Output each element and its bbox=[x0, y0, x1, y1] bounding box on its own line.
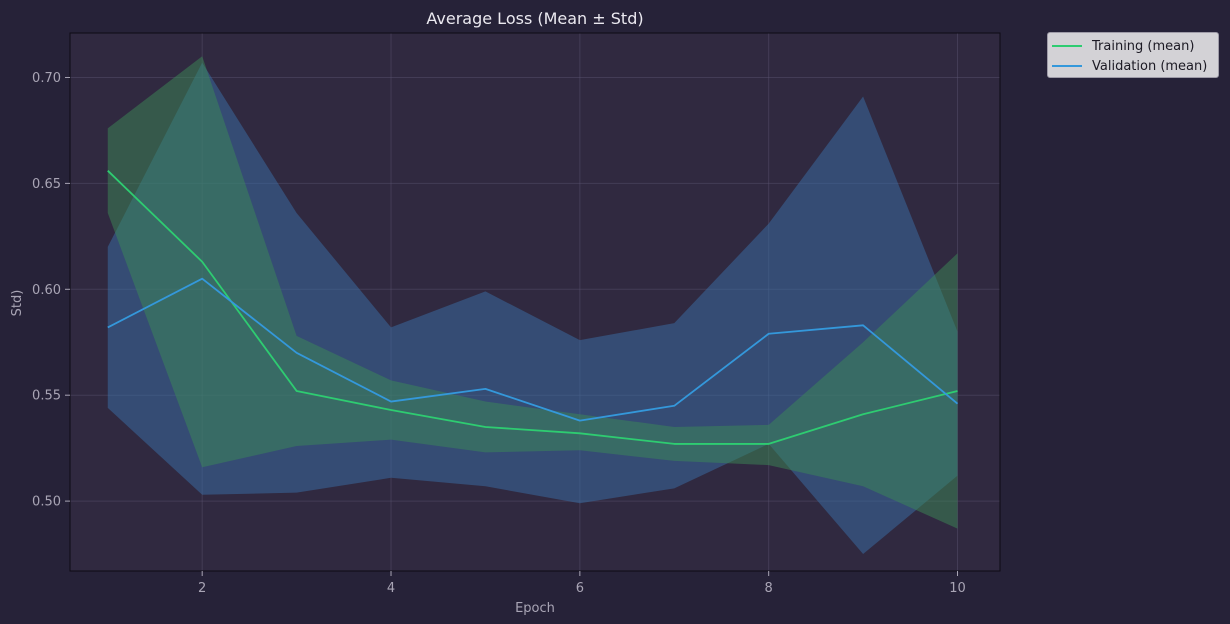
y-tick-label-1: 0.55 bbox=[32, 389, 61, 404]
std-bands bbox=[107, 56, 958, 555]
x-tick-label-0: 2 bbox=[198, 581, 206, 596]
plot-frame bbox=[69, 32, 1001, 572]
x-axis-ticks: 2 4 6 8 10 bbox=[198, 571, 966, 596]
y-tick-label-4: 0.70 bbox=[32, 71, 61, 86]
x-tick-label-1: 4 bbox=[387, 581, 395, 596]
x-tick-label-2: 6 bbox=[576, 581, 584, 596]
y-tick-label-2: 0.60 bbox=[32, 283, 61, 298]
legend-item-validation: Validation (mean) bbox=[1048, 56, 1218, 76]
mean-lines bbox=[107, 170, 959, 445]
x-axis-label: Epoch bbox=[515, 601, 555, 616]
x-tick-label-4: 10 bbox=[949, 581, 966, 596]
legend-swatch-training bbox=[1052, 45, 1082, 47]
series-line-training bbox=[107, 170, 958, 445]
y-axis-ticks: 0.50 0.55 0.60 0.65 0.70 bbox=[32, 71, 70, 510]
chart-title: Average Loss (Mean ± Std) bbox=[426, 9, 643, 28]
legend-swatch-validation bbox=[1052, 65, 1082, 67]
x-tick-label-3: 8 bbox=[765, 581, 773, 596]
y-tick-label-3: 0.65 bbox=[32, 177, 61, 192]
legend: Training (mean) Validation (mean) bbox=[1047, 32, 1219, 78]
std-band-training bbox=[107, 56, 958, 529]
legend-label-validation: Validation (mean) bbox=[1092, 58, 1208, 74]
y-axis-label: Std) bbox=[10, 290, 25, 317]
series-line-validation bbox=[107, 277, 959, 422]
legend-label-training: Training (mean) bbox=[1092, 38, 1195, 54]
legend-item-training: Training (mean) bbox=[1048, 36, 1218, 56]
y-tick-label-0: 0.50 bbox=[32, 495, 61, 510]
